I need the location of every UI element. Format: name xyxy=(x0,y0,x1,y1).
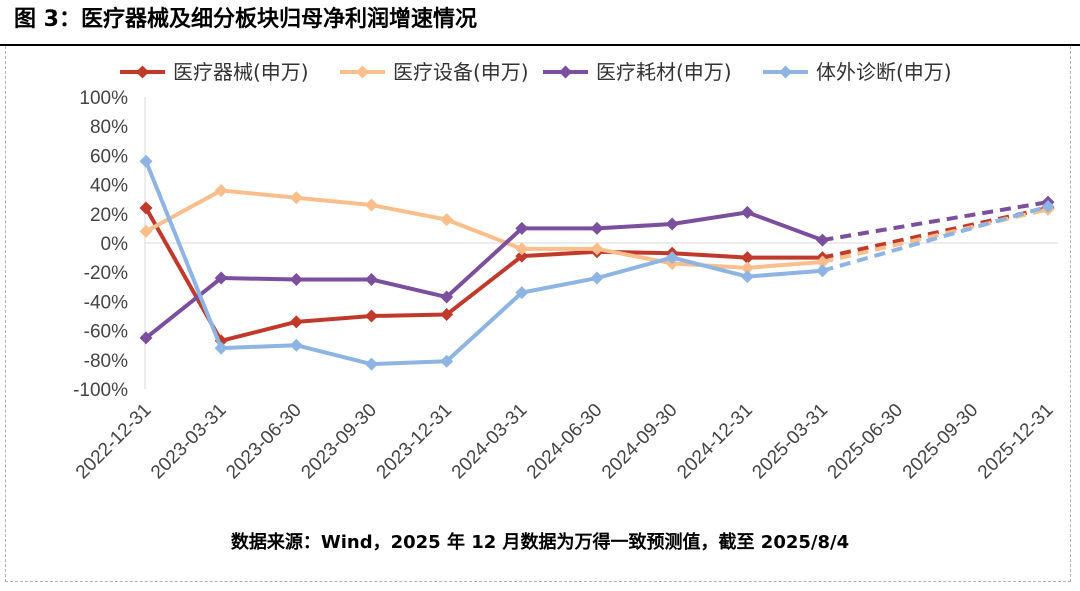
data-point xyxy=(289,273,303,286)
legend-item: 医疗器械(申万) xyxy=(120,60,309,84)
x-tick-label: 2024-09-30 xyxy=(598,400,682,484)
legend-label: 医疗耗材(申万) xyxy=(596,60,732,84)
data-point xyxy=(365,198,378,212)
data-point xyxy=(289,315,303,329)
data-point xyxy=(816,264,829,278)
legend-marker xyxy=(559,65,572,79)
forecast-line xyxy=(822,207,1049,264)
x-tick-label: 2023-12-31 xyxy=(373,400,457,484)
y-tick-label: 40% xyxy=(90,176,128,197)
forecast-line xyxy=(822,200,1049,243)
legend-label: 体外诊断(申万) xyxy=(816,60,952,84)
data-point xyxy=(665,217,679,231)
data-point xyxy=(665,251,679,265)
data-point xyxy=(1041,200,1055,213)
y-tick-label: -40% xyxy=(84,292,128,313)
x-tick-label: 2022-12-31 xyxy=(72,400,156,484)
legend-label: 医疗设备(申万) xyxy=(393,60,529,84)
legend-marker xyxy=(136,65,149,79)
data-point xyxy=(515,249,529,263)
data-point xyxy=(440,354,454,368)
data-point xyxy=(590,242,604,256)
data-point xyxy=(440,213,454,227)
data-point xyxy=(515,242,529,256)
data-point xyxy=(214,341,228,355)
data-point xyxy=(139,331,153,345)
legend-item: 医疗设备(申万) xyxy=(340,60,529,84)
legend-marker xyxy=(779,65,792,79)
y-tick-label: -100% xyxy=(73,380,128,401)
data-point xyxy=(214,183,228,197)
data-point xyxy=(365,357,378,371)
series-3 xyxy=(139,195,1055,345)
x-tick-label: 2024-06-30 xyxy=(523,400,607,484)
data-point xyxy=(590,271,604,285)
chart-frame xyxy=(5,46,1071,582)
data-point xyxy=(139,154,153,168)
data-point xyxy=(740,261,754,275)
data-point xyxy=(365,273,378,286)
data-point xyxy=(440,308,454,322)
x-tick-label: 2024-03-31 xyxy=(448,400,532,484)
y-tick-label: -20% xyxy=(84,263,128,284)
x-tick-label: 2025-03-31 xyxy=(748,400,832,484)
y-tick-label: 60% xyxy=(90,146,128,167)
forecast-line xyxy=(821,204,1049,273)
x-tick-label: 2024-12-31 xyxy=(673,400,757,484)
data-point xyxy=(139,224,153,238)
x-tick-label: 2025-12-31 xyxy=(974,400,1058,484)
y-tick-label: 20% xyxy=(90,205,128,226)
y-tick-label: -60% xyxy=(84,322,128,343)
chart-legend: 医疗器械(申万) 医疗设备(申万) 医疗耗材(申万) 体外诊断(申万) xyxy=(120,60,952,84)
data-point xyxy=(816,233,829,247)
source-note: 数据来源：Wind，2025 年 12 月数据为万得一致预测值，截至 2025/… xyxy=(230,532,850,553)
line-chart: 医疗器械(申万) 医疗设备(申万) 医疗耗材(申万) 体外诊断(申万) -100% -8… xyxy=(72,60,1058,484)
x-tick-label: 2025-06-30 xyxy=(824,400,908,484)
x-tick-label: 2023-06-30 xyxy=(222,400,306,484)
data-point xyxy=(740,251,754,265)
data-point xyxy=(740,270,754,284)
data-point xyxy=(289,338,303,352)
figure-title: 图 3：医疗器械及细分板块归母净利润增速情况 xyxy=(14,7,477,32)
y-tick-label: 0% xyxy=(101,234,129,255)
legend-label: 医疗器械(申万) xyxy=(173,60,309,84)
x-tick-label: 2023-03-31 xyxy=(147,400,231,484)
legend-item: 体外诊断(申万) xyxy=(763,60,952,84)
forecast-line xyxy=(822,206,1049,260)
series-4 xyxy=(139,154,1055,371)
x-tick-label: 2023-09-30 xyxy=(297,400,381,484)
chart-series xyxy=(139,154,1055,371)
series-line xyxy=(144,160,823,367)
y-tick-label: -80% xyxy=(84,351,128,372)
data-point xyxy=(515,286,529,300)
data-point xyxy=(740,205,754,219)
data-point xyxy=(289,191,303,205)
data-point xyxy=(590,221,604,235)
data-point xyxy=(515,221,529,235)
data-point xyxy=(139,201,153,215)
data-point xyxy=(365,309,378,323)
y-tick-label: 100% xyxy=(79,88,128,109)
legend-marker xyxy=(356,65,369,79)
title-rule xyxy=(0,44,1080,46)
data-point xyxy=(440,290,454,304)
y-tick-label: 80% xyxy=(90,117,128,138)
series-line xyxy=(144,210,824,340)
x-tick-label: 2025-09-30 xyxy=(899,400,983,484)
series-line xyxy=(144,206,823,343)
data-point xyxy=(214,271,228,285)
legend-item: 医疗耗材(申万) xyxy=(543,60,732,84)
